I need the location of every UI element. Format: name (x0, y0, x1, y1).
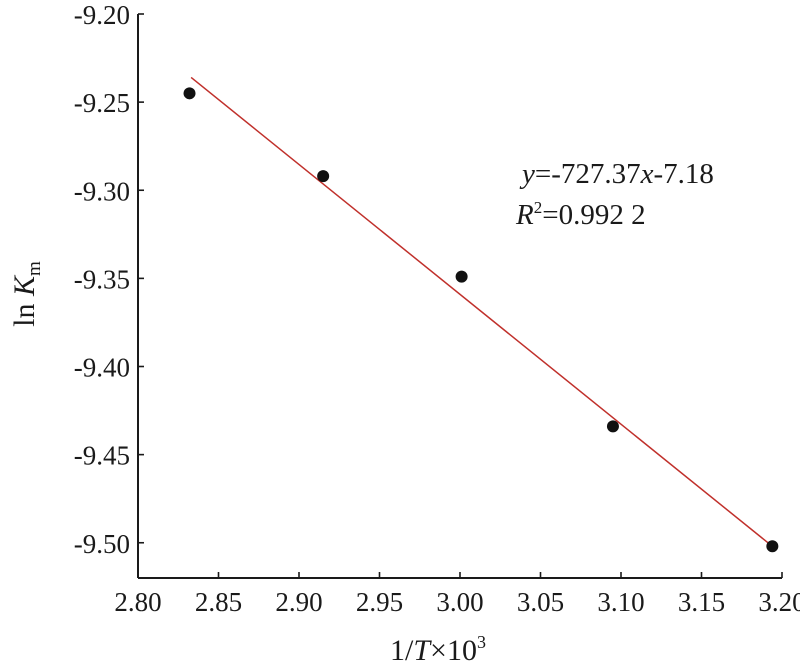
y-title-var: K (8, 274, 41, 297)
x-tick-labels: 2.80 2.85 2.90 2.95 3.00 3.05 3.10 3.15 3.20 (114, 587, 800, 617)
y-tick-label: -9.35 (74, 264, 130, 294)
x-tick-label: 3.05 (517, 587, 564, 617)
fit-line (190, 76, 773, 547)
x-tick-label: 3.00 (436, 587, 483, 617)
r2-var: R (515, 199, 534, 231)
x-tick-label: 2.80 (114, 587, 161, 617)
x-title-pre: 1/ (390, 634, 414, 666)
eq-x-var: x (640, 158, 654, 190)
x-title-post: ×10 (430, 634, 477, 666)
x-title-var: T (413, 634, 432, 666)
y-axis-title: ln Km (8, 261, 45, 327)
x-tick-label: 3.15 (678, 587, 725, 617)
y-title-pre: ln (8, 296, 41, 327)
x-tick-label: 2.85 (195, 587, 242, 617)
data-points (183, 87, 779, 553)
y-tick-label: -9.30 (74, 176, 130, 206)
y-tick-label: -9.40 (74, 353, 130, 383)
data-point (183, 87, 196, 100)
y-tick-labels: -9.20 -9.25 -9.30 -9.35 -9.40 -9.45 -9.50 (74, 0, 130, 559)
y-title-sub: m (24, 261, 45, 276)
data-point (455, 270, 468, 283)
y-tick-label: -9.20 (74, 0, 130, 30)
x-tick-label: 3.20 (758, 587, 800, 617)
eq-y-var: y (519, 158, 535, 190)
x-tick-label: 2.90 (275, 587, 322, 617)
regression-equation: y=-727.37x-7.18 (519, 158, 714, 190)
x-title-sup: 3 (477, 632, 486, 652)
eq-slope: =-727.37 (535, 158, 641, 190)
x-tick-marks (137, 572, 783, 578)
x-tick-label: 2.95 (356, 587, 403, 617)
fit-line-group (190, 76, 773, 547)
data-point (606, 420, 619, 433)
r2-sup: 2 (534, 198, 543, 217)
y-tick-label: -9.45 (74, 441, 130, 471)
axes (137, 14, 782, 579)
y-tick-label: -9.50 (74, 529, 130, 559)
x-axis-title: 1/T×103 (390, 632, 486, 666)
y-tick-label: -9.25 (74, 88, 130, 118)
r2-value: =0.992 2 (542, 199, 645, 231)
r-squared: R2=0.992 2 (515, 198, 646, 231)
data-point (317, 170, 330, 183)
y-tick-marks (138, 13, 144, 544)
data-point (766, 540, 779, 553)
x-tick-label: 3.10 (597, 587, 644, 617)
eq-intercept: -7.18 (654, 158, 714, 190)
